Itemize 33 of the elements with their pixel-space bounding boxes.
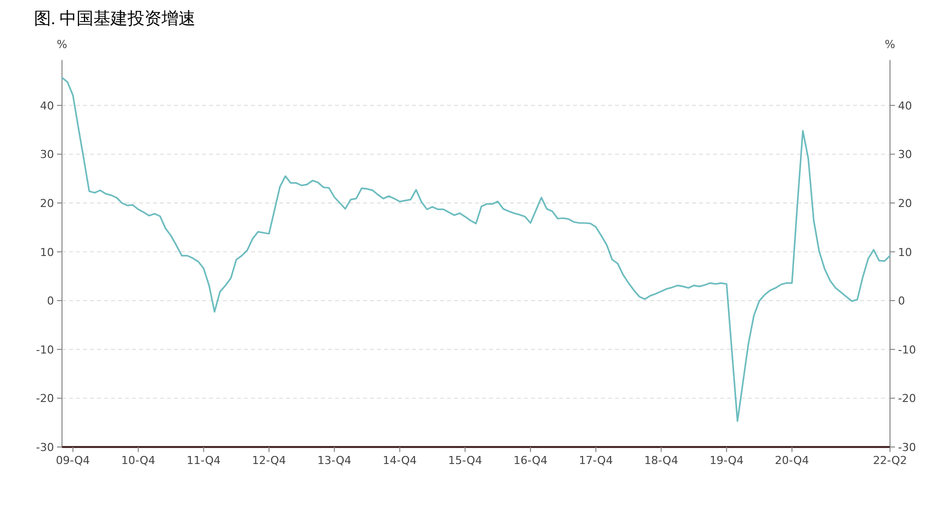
y2-tick-label: 30 — [898, 148, 912, 162]
y2-tick-label: 10 — [898, 246, 912, 259]
y2-tick-label: -20 — [898, 392, 916, 406]
y2-tick-label: -30 — [898, 441, 916, 454]
y2-axis-title: % — [884, 38, 896, 51]
x-tick-label: 14-Q4 — [382, 454, 417, 467]
y-tick-label: -30 — [36, 441, 54, 454]
y2-tick-label: 20 — [898, 196, 912, 210]
chart-title: 图. 中国基建投资增速 — [34, 9, 196, 28]
y-tick-label: 0 — [47, 294, 54, 308]
y2-tick-label: 0 — [898, 294, 905, 308]
y-axis-title: % — [56, 38, 68, 51]
x-tick-label: 09-Q4 — [56, 454, 90, 467]
y2-tick-label: -10 — [898, 343, 916, 356]
y-tick-label: 30 — [40, 148, 54, 162]
x-tick-label: 10-Q4 — [121, 454, 156, 467]
x-tick-label: 13-Q4 — [317, 454, 352, 467]
x-tick-label: 12-Q4 — [252, 454, 286, 467]
y-tick-label: 40 — [40, 99, 54, 112]
x-tick-label: 11-Q4 — [186, 454, 221, 467]
x-tick-label: 16-Q4 — [513, 454, 548, 467]
x-tick-label: 15-Q4 — [448, 454, 482, 467]
y2-tick-label: 40 — [898, 99, 912, 112]
x-tick-label: 19-Q4 — [710, 454, 744, 467]
y-tick-label: 20 — [40, 196, 54, 210]
y-tick-label: -20 — [36, 392, 54, 406]
x-tick-label: 18-Q4 — [644, 454, 678, 467]
line-series — [61, 76, 891, 422]
x-tick-label: 20-Q4 — [774, 454, 809, 467]
y-tick-label: 10 — [40, 246, 54, 259]
y-tick-label: -10 — [36, 343, 54, 356]
x-tick-label: 22-Q2 — [872, 454, 908, 467]
x-tick-label: 17-Q4 — [578, 454, 613, 467]
